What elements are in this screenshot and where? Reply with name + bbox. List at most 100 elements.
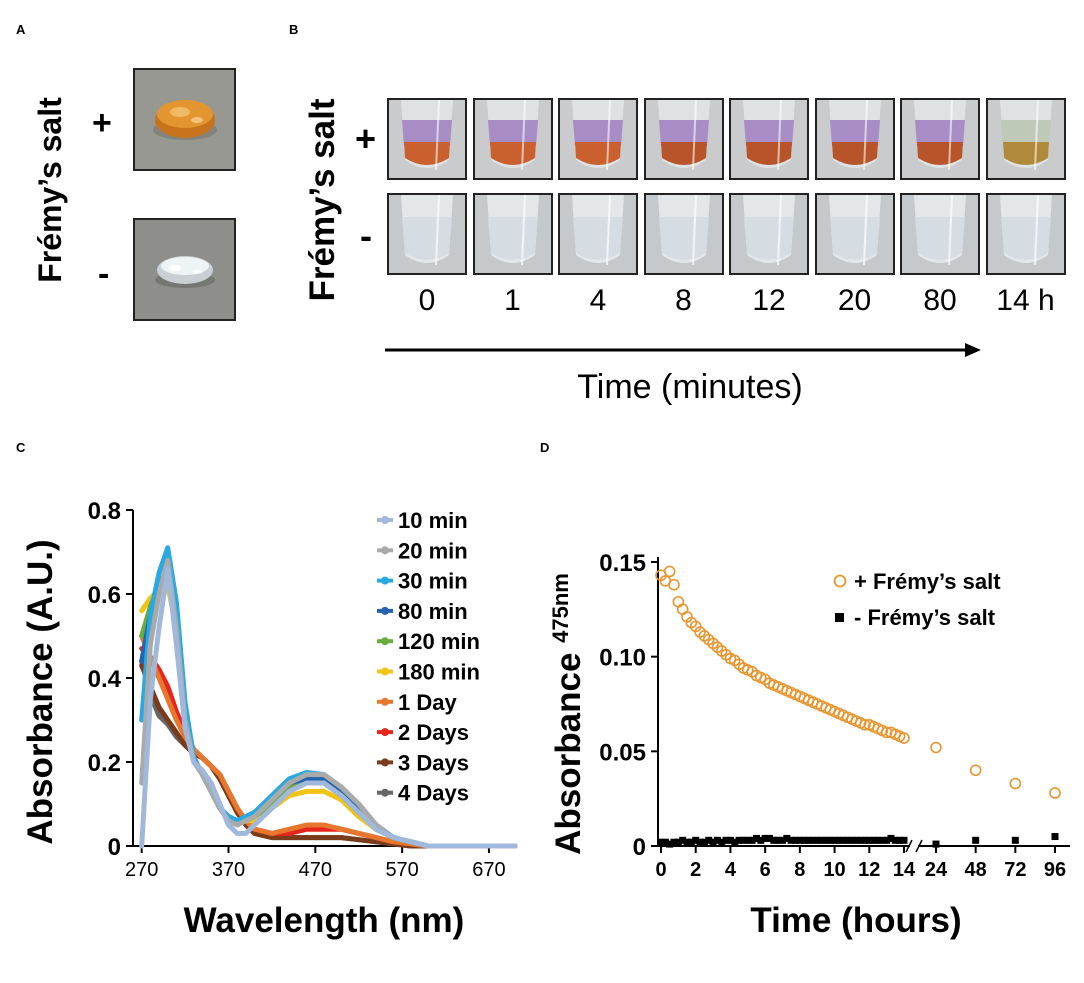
series-point (208, 764, 214, 769)
legend-entry-5: 180 min (377, 660, 480, 685)
series-point (156, 713, 162, 718)
tube-minus-3 (643, 193, 724, 275)
series-point (339, 793, 344, 798)
x-tick-label: 24 (925, 859, 948, 881)
data-point-square (870, 836, 878, 844)
panel-b-minus-sign: - (360, 215, 372, 256)
legend-label: 1 Day (398, 690, 457, 715)
panel-letter-c: C (16, 440, 26, 455)
y-tick-label: 0.10 (599, 645, 646, 672)
series-point (174, 730, 179, 735)
spectra-chart: 0 0.2 0.4 0.6 0.8 270 370 470 570 670 Wavelength (… (21, 498, 518, 940)
y-tick-label: 0.2 (88, 750, 121, 777)
y-tick-label: 0 (108, 834, 121, 861)
data-point-square (800, 836, 808, 844)
time-arrow (385, 343, 981, 357)
legend-label: 10 min (398, 508, 468, 533)
legend-marker (381, 606, 389, 615)
data-point-square (731, 838, 739, 846)
legend-entry-4: 120 min (377, 629, 480, 654)
data-point-square (783, 834, 791, 842)
data-point-square (865, 836, 873, 844)
data-point-square (765, 834, 773, 842)
data-point-square (661, 838, 669, 846)
panel-a-minus-sign: - (98, 255, 110, 293)
time-label-4: 12 (752, 284, 786, 317)
data-point-square (857, 836, 865, 844)
panel-b-ylabel: Frémy’s salt (303, 98, 342, 302)
x-tick-label: 96 (1044, 859, 1066, 881)
legend-marker (381, 697, 389, 706)
data-point-square (752, 834, 760, 842)
data-point-square (735, 836, 743, 844)
legend-entry-8: 3 Days (377, 750, 469, 775)
data-point-square (705, 836, 713, 844)
data-point-square (683, 838, 691, 846)
series-point (226, 789, 231, 794)
legend-label: + Frémy’s salt (854, 569, 1001, 594)
orange-gel-image (135, 70, 234, 169)
data-point-square (748, 836, 756, 844)
series-point (373, 839, 379, 844)
data-point-square (887, 834, 895, 842)
gel-photo-plus (133, 68, 236, 171)
data-point-circle (1049, 787, 1061, 799)
x-tick-label: 10 (823, 859, 845, 881)
data-point-square (770, 836, 778, 844)
legend-marker (381, 788, 389, 797)
tube-minus-7 (985, 193, 1066, 275)
series-point (373, 835, 379, 840)
data-point-square (713, 836, 721, 844)
series-line (139, 566, 518, 849)
tube-minus-5 (814, 193, 895, 275)
data-point-square (874, 836, 882, 844)
data-point-square (726, 836, 734, 844)
time-label-5: 20 (837, 284, 872, 317)
legend-entry-1: 20 min (377, 538, 468, 563)
data-point-square (792, 836, 800, 844)
tube-plus-2 (558, 98, 638, 180)
data-point-circle (898, 732, 910, 744)
data-point-square (826, 836, 834, 844)
data-point-square (796, 836, 804, 844)
time-axis-label: Time (minutes) (577, 368, 803, 406)
x-tick-label: 470 (299, 859, 332, 881)
x-tick-label: 14 (893, 859, 916, 881)
legend-marker (381, 667, 389, 676)
tube-plus-6 (900, 98, 980, 180)
y-axis-title-group: Absorbance 475nm (548, 573, 588, 855)
legend-marker (381, 546, 389, 555)
x-tick-label: 72 (1004, 859, 1026, 881)
gel-photo-minus (133, 218, 236, 321)
data-point-square (700, 838, 708, 846)
legend-entry-0: 10 min (377, 508, 468, 533)
data-point-square (718, 838, 726, 846)
data-point-square (1011, 836, 1019, 844)
data-point-square (900, 836, 908, 844)
x-tick-label: 48 (965, 859, 987, 881)
series-point (304, 827, 309, 832)
tube-plus-3 (643, 98, 724, 180)
series-5 (139, 583, 518, 849)
data-point-circle (676, 603, 689, 616)
series-point (156, 675, 162, 681)
x-axis-title: Wavelength (nm) (184, 901, 465, 940)
data-point-square (844, 836, 852, 844)
panel-letter-b: B (289, 22, 299, 37)
data-point-square (709, 838, 717, 846)
series-point (139, 663, 144, 668)
series-point (174, 642, 179, 647)
data-point-square (883, 836, 891, 844)
panel-b-plus-sign: + (355, 118, 377, 159)
tube-minus-2 (558, 193, 638, 275)
data-point-square (674, 838, 682, 846)
x-tick-label: 2 (690, 859, 701, 881)
legend-entry-1: - Frémy’s salt (835, 605, 996, 630)
panel-letter-a: A (16, 22, 26, 37)
legend-entry-0: + Frémy’s salt (833, 569, 1001, 594)
time-label-7: 14 h (996, 284, 1055, 317)
data-point-square (692, 836, 700, 844)
series-point (269, 797, 275, 802)
tube-minus-0 (387, 193, 467, 275)
